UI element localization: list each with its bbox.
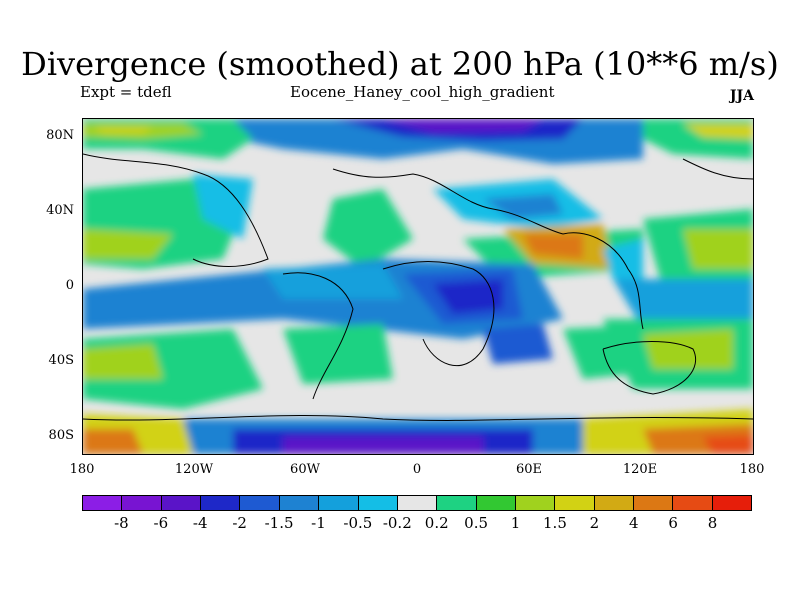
colorbar-segment [437, 496, 477, 510]
colorbar-tick-label: 1.5 [543, 514, 567, 532]
colorbar-tick-label: -0.2 [382, 514, 412, 532]
lon-label-60e: 60E [515, 462, 543, 477]
coastlines [83, 153, 753, 421]
colorbar-tick-label: 1 [510, 514, 521, 532]
lon-label-180-left: 180 [69, 462, 95, 477]
colorbar-segment [358, 496, 398, 510]
colorbar-segment [83, 496, 123, 510]
colorbar-tick-label: 0.2 [424, 514, 449, 532]
season-label: JJA [729, 88, 754, 104]
lon-label-180-right: 180 [739, 462, 765, 477]
lon-label-60w: 60W [290, 462, 320, 477]
colorbar-segment [515, 496, 556, 510]
colorbar-segment [240, 496, 280, 510]
colorbar-segment [319, 496, 359, 510]
lon-label-120w: 120W [174, 462, 214, 477]
colorbar [82, 495, 752, 511]
colorbar-tick-label: -0.5 [343, 514, 373, 532]
colorbar-tick-label: -8 [114, 514, 129, 532]
lat-label-80n: 80N [46, 128, 74, 143]
map-field [83, 119, 753, 454]
colorbar-tick-label: 0.5 [464, 514, 489, 532]
plot-title: Divergence (smoothed) at 200 hPa (10**6 … [21, 45, 779, 83]
colorbar-segment [555, 496, 595, 510]
colorbar-segment [397, 496, 438, 510]
divergence-field [83, 119, 753, 454]
colorbar-segment [122, 496, 162, 510]
colorbar-segment [476, 496, 516, 510]
colorbar-tick-label: -4 [192, 514, 208, 532]
colorbar-segment [634, 496, 674, 510]
lat-label-40n: 40N [46, 203, 74, 218]
lat-label-0: 0 [65, 278, 74, 293]
lat-label-40s: 40S [48, 353, 74, 368]
colorbar-segment [161, 496, 202, 510]
colorbar-tick-label: 4 [628, 514, 639, 532]
colorbar-tick-label: -2 [232, 514, 247, 532]
colorbar-segment [712, 496, 752, 510]
colorbar-tick-label: -6 [153, 514, 169, 532]
lat-label-80s: 80S [48, 428, 74, 443]
experiment-name-label: Eocene_Haney_cool_high_gradient [290, 83, 555, 101]
colorbar-tick-label: 2 [589, 514, 600, 532]
colorbar-tick-label: 6 [668, 514, 678, 532]
colorbar-tick-label: 8 [707, 514, 718, 532]
colorbar-tick-label: -1 [311, 514, 326, 532]
lon-label-120e: 120E [622, 462, 658, 477]
colorbar-segment [594, 496, 635, 510]
colorbar-tick-label: -1.5 [264, 514, 294, 532]
colorbar-segment [673, 496, 713, 510]
experiment-label: Expt = tdefl [80, 83, 172, 101]
divergence-map [82, 118, 754, 455]
colorbar-segment [201, 496, 241, 510]
lon-label-0: 0 [412, 462, 422, 477]
colorbar-segment [279, 496, 320, 510]
